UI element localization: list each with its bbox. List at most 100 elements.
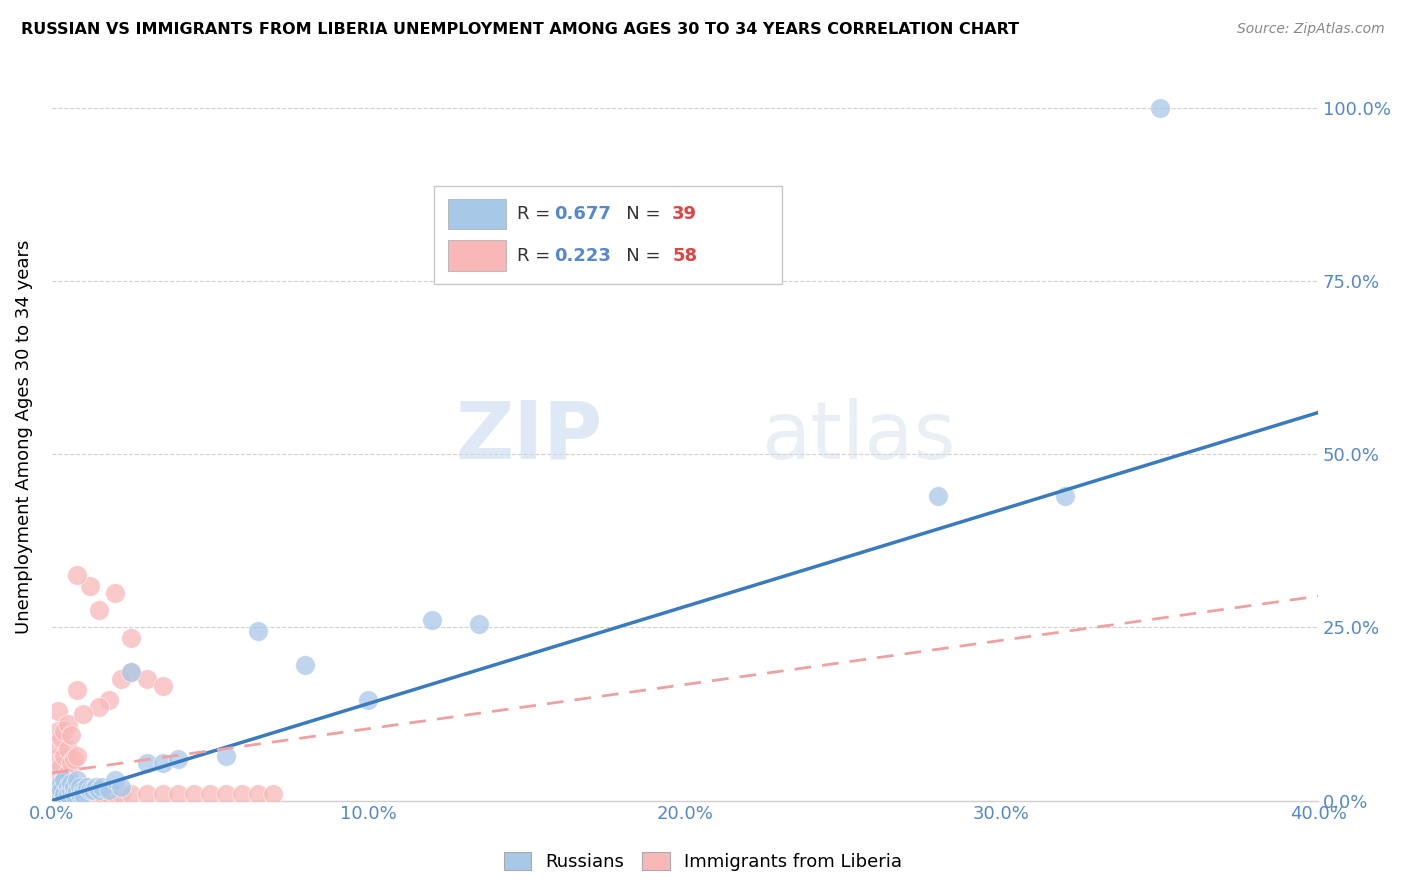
Point: [1149, 101, 1171, 115]
Text: R =: R =: [516, 205, 555, 223]
Point: [97, 693, 120, 707]
Point: [79, 783, 101, 797]
Point: [63, 780, 86, 794]
Point: [294, 658, 316, 673]
Point: [51, 783, 73, 797]
Point: [44, 765, 66, 780]
Point: [167, 787, 190, 801]
Point: [56, 765, 79, 780]
Point: [89, 603, 111, 617]
Point: [97, 783, 120, 797]
Point: [262, 787, 284, 801]
Text: 0.223: 0.223: [554, 246, 612, 265]
Point: [91, 780, 114, 794]
Point: [357, 693, 380, 707]
Point: [59, 728, 82, 742]
Point: [120, 665, 142, 680]
Point: [63, 752, 86, 766]
Point: [468, 616, 491, 631]
Point: [76, 780, 98, 794]
Point: [63, 780, 86, 794]
Point: [420, 614, 443, 628]
Point: [53, 748, 76, 763]
Text: atlas: atlas: [761, 398, 955, 475]
Point: [66, 783, 89, 797]
Point: [46, 704, 69, 718]
Point: [120, 665, 142, 680]
Point: [66, 748, 89, 763]
Text: Source: ZipAtlas.com: Source: ZipAtlas.com: [1237, 22, 1385, 37]
Point: [84, 780, 107, 794]
Point: [59, 783, 82, 797]
Point: [104, 772, 127, 787]
Point: [46, 783, 69, 797]
Point: [246, 787, 269, 801]
Point: [246, 624, 269, 638]
Point: [89, 700, 111, 714]
Point: [66, 682, 89, 697]
Point: [183, 787, 205, 801]
Point: [69, 787, 91, 801]
Y-axis label: Unemployment Among Ages 30 to 34 years: Unemployment Among Ages 30 to 34 years: [15, 240, 32, 634]
Point: [46, 783, 69, 797]
Point: [82, 783, 104, 797]
Point: [69, 780, 91, 794]
Point: [51, 776, 73, 790]
Point: [215, 748, 238, 763]
Point: [56, 741, 79, 756]
Point: [120, 787, 142, 801]
Point: [72, 706, 94, 721]
Point: [110, 787, 132, 801]
Point: [1053, 489, 1076, 503]
Point: [104, 787, 127, 801]
Point: [56, 717, 79, 731]
Point: [44, 780, 66, 794]
Point: [44, 780, 66, 794]
Point: [110, 780, 132, 794]
Point: [59, 776, 82, 790]
Point: [152, 787, 174, 801]
Text: 58: 58: [672, 246, 697, 265]
Point: [110, 673, 132, 687]
Point: [91, 787, 114, 801]
Text: N =: N =: [609, 246, 666, 265]
Point: [72, 783, 94, 797]
Point: [53, 787, 76, 801]
FancyBboxPatch shape: [449, 240, 506, 271]
Point: [135, 787, 157, 801]
Point: [89, 787, 111, 801]
Point: [135, 756, 157, 770]
Point: [53, 772, 76, 787]
Point: [53, 724, 76, 739]
Point: [46, 724, 69, 739]
Text: RUSSIAN VS IMMIGRANTS FROM LIBERIA UNEMPLOYMENT AMONG AGES 30 TO 34 YEARS CORREL: RUSSIAN VS IMMIGRANTS FROM LIBERIA UNEMP…: [21, 22, 1019, 37]
Point: [231, 787, 253, 801]
Text: N =: N =: [609, 205, 666, 223]
Point: [135, 673, 157, 687]
Text: 0.677: 0.677: [554, 205, 612, 223]
Point: [72, 783, 94, 797]
Point: [120, 631, 142, 645]
FancyBboxPatch shape: [434, 186, 783, 284]
Point: [152, 679, 174, 693]
Legend: Russians, Immigrants from Liberia: Russians, Immigrants from Liberia: [496, 845, 910, 879]
Point: [56, 787, 79, 801]
FancyBboxPatch shape: [449, 199, 506, 229]
Point: [44, 752, 66, 766]
Point: [51, 780, 73, 794]
Point: [72, 787, 94, 801]
Point: [46, 738, 69, 752]
Point: [53, 776, 76, 790]
Point: [82, 787, 104, 801]
Point: [167, 752, 190, 766]
Point: [104, 585, 127, 599]
Point: [97, 787, 120, 801]
Point: [76, 780, 98, 794]
Point: [69, 780, 91, 794]
Point: [79, 783, 101, 797]
Point: [198, 787, 221, 801]
Point: [927, 489, 949, 503]
Point: [51, 731, 73, 746]
Point: [79, 579, 101, 593]
Point: [89, 783, 111, 797]
